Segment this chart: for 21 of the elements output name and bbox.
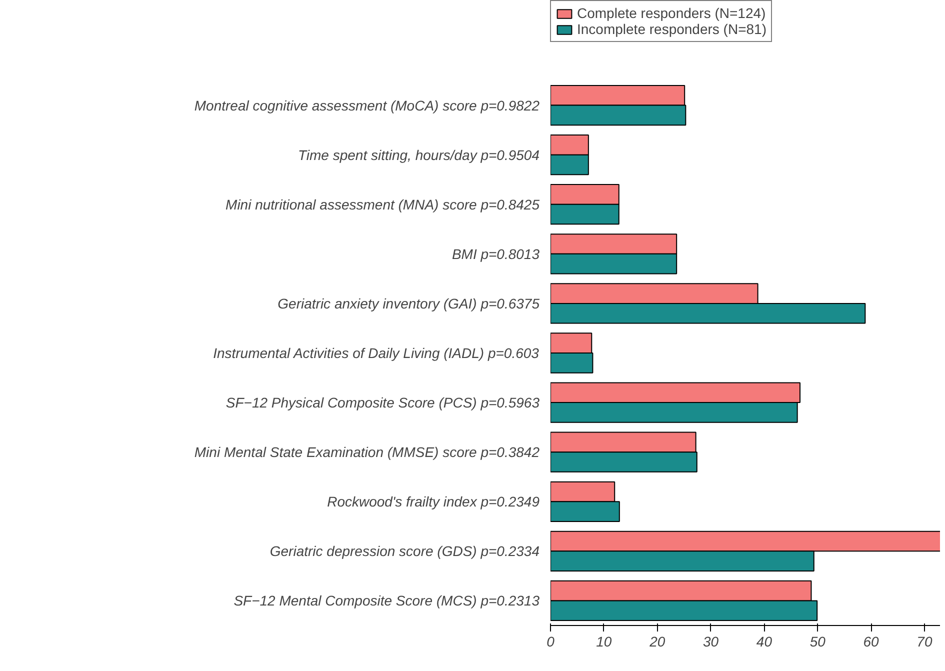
x-tick-label: 20 xyxy=(648,634,666,650)
y-tick-label: Time spent sitting, hours/day p=0.9504 xyxy=(298,146,540,163)
y-tick-label: Rockwood's frailty index p=0.2349 xyxy=(327,494,540,510)
legend-label: Incomplete responders (N=81) xyxy=(577,21,766,37)
y-tick-label: Mini Mental State Examination (MMSE) score p=0.3842 xyxy=(194,444,540,460)
y-tick-label: SF−12 Mental Composite Score (MCS) p=0.2313 xyxy=(234,592,540,609)
y-tick-label: Mini nutritional assessment (MNA) score p=0.8425 xyxy=(226,196,540,212)
x-tick-label: 10 xyxy=(596,634,612,650)
y-tick-label: BMI p=0.8013 xyxy=(452,246,540,262)
x-tick-label: 30 xyxy=(702,634,719,650)
y-tick-label: Geriatric depression score (GDS) p=0.2334 xyxy=(270,543,540,560)
legend-label: Complete responders (N=124) xyxy=(577,5,766,21)
x-tick-label: 40 xyxy=(756,634,772,650)
x-tick-label: 60 xyxy=(863,634,880,650)
y-tick-label: Montreal cognitive assessment (MoCA) score p=0.9822 xyxy=(194,97,540,114)
x-tick-label: 50 xyxy=(810,634,826,650)
y-tick-label: Geriatric anxiety inventory (GAI) p=0.6375 xyxy=(278,295,540,312)
x-tick-label: 0 xyxy=(546,634,555,650)
y-tick-label: SF−12 Physical Composite Score (PCS) p=0.5963 xyxy=(226,394,540,411)
x-tick-label: 70 xyxy=(916,634,932,650)
y-tick-label: Instrumental Activities of Daily Living (IADL) p=0.603 xyxy=(213,345,540,361)
